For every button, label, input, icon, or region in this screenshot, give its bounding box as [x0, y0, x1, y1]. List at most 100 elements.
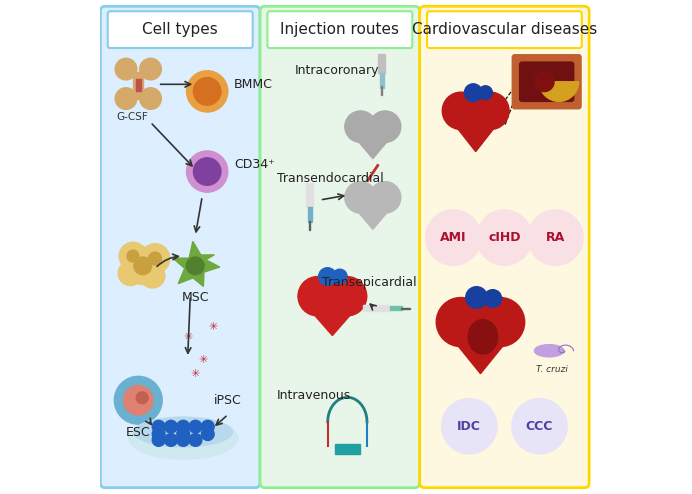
Text: ✳: ✳	[190, 370, 200, 379]
Text: IDC: IDC	[457, 420, 481, 433]
Text: BMMC: BMMC	[234, 78, 273, 90]
Circle shape	[479, 86, 493, 99]
Bar	[136, 79, 140, 91]
Text: Cell types: Cell types	[143, 22, 218, 37]
Circle shape	[140, 244, 170, 273]
Circle shape	[165, 420, 177, 433]
Circle shape	[442, 399, 496, 453]
Circle shape	[115, 88, 137, 109]
Polygon shape	[439, 322, 522, 373]
Circle shape	[140, 88, 161, 109]
FancyBboxPatch shape	[427, 11, 582, 48]
Bar	[134, 72, 143, 98]
Circle shape	[187, 151, 228, 192]
Circle shape	[177, 420, 190, 433]
Polygon shape	[346, 126, 400, 159]
Bar	[390, 306, 402, 310]
Polygon shape	[298, 296, 367, 335]
Circle shape	[140, 58, 161, 80]
Circle shape	[464, 84, 482, 101]
Circle shape	[345, 111, 376, 142]
Circle shape	[466, 287, 487, 308]
Ellipse shape	[134, 417, 233, 447]
Bar	[308, 207, 312, 222]
Wedge shape	[539, 82, 579, 101]
Text: Injection routes: Injection routes	[280, 22, 399, 37]
Circle shape	[134, 257, 152, 275]
Circle shape	[177, 434, 190, 447]
Circle shape	[189, 420, 202, 433]
Circle shape	[194, 158, 221, 185]
Text: MSC: MSC	[181, 291, 209, 304]
Circle shape	[529, 210, 583, 265]
Text: T. cruzi: T. cruzi	[536, 366, 567, 374]
Circle shape	[115, 377, 162, 424]
Circle shape	[152, 420, 165, 433]
Polygon shape	[444, 111, 508, 152]
Circle shape	[140, 263, 165, 288]
Circle shape	[118, 261, 143, 286]
Text: Intracoronary: Intracoronary	[295, 64, 379, 77]
Text: Cardiovascular diseases: Cardiovascular diseases	[412, 22, 597, 37]
Ellipse shape	[534, 72, 554, 91]
Circle shape	[186, 257, 204, 275]
Circle shape	[152, 434, 165, 447]
FancyBboxPatch shape	[108, 11, 253, 48]
Circle shape	[298, 277, 337, 316]
Circle shape	[201, 428, 214, 441]
Circle shape	[332, 269, 347, 284]
Text: Intravenous: Intravenous	[277, 389, 351, 402]
Circle shape	[475, 297, 525, 347]
Circle shape	[472, 92, 509, 129]
Bar	[309, 221, 311, 230]
FancyBboxPatch shape	[419, 6, 589, 488]
Circle shape	[136, 392, 148, 404]
Polygon shape	[173, 242, 220, 287]
Circle shape	[484, 289, 502, 307]
Bar	[401, 308, 410, 309]
Circle shape	[426, 210, 480, 265]
Text: ESC: ESC	[126, 426, 151, 439]
Circle shape	[327, 277, 367, 316]
Circle shape	[477, 210, 531, 265]
Circle shape	[177, 428, 190, 441]
Circle shape	[124, 247, 161, 285]
Text: ✳: ✳	[208, 322, 218, 332]
Circle shape	[115, 58, 137, 80]
Text: RA: RA	[546, 231, 565, 244]
Bar	[307, 183, 313, 207]
Text: Transepicardial: Transepicardial	[322, 276, 417, 289]
Circle shape	[152, 428, 165, 441]
Bar	[335, 444, 360, 454]
Circle shape	[165, 434, 177, 447]
Text: Transendocardial: Transendocardial	[277, 172, 383, 185]
Circle shape	[119, 242, 147, 270]
Text: ✳: ✳	[183, 331, 192, 341]
Circle shape	[513, 399, 567, 453]
Circle shape	[436, 297, 485, 347]
Bar	[363, 305, 390, 311]
Circle shape	[124, 385, 153, 415]
Circle shape	[149, 252, 161, 265]
Text: ✳: ✳	[198, 355, 208, 365]
FancyBboxPatch shape	[512, 55, 581, 109]
Circle shape	[201, 420, 214, 433]
Bar	[381, 85, 382, 95]
Circle shape	[189, 434, 202, 447]
FancyBboxPatch shape	[267, 11, 412, 48]
Bar	[380, 73, 384, 88]
Text: cIHD: cIHD	[488, 231, 520, 244]
FancyBboxPatch shape	[100, 6, 260, 488]
Text: CCC: CCC	[526, 420, 553, 433]
Circle shape	[370, 182, 401, 213]
Circle shape	[194, 78, 221, 105]
Polygon shape	[346, 198, 400, 229]
FancyBboxPatch shape	[520, 62, 574, 101]
Text: AMI: AMI	[440, 231, 466, 244]
Ellipse shape	[468, 320, 498, 354]
Circle shape	[370, 111, 401, 142]
Ellipse shape	[129, 417, 237, 459]
Text: CD34⁺: CD34⁺	[234, 158, 275, 171]
Text: G-CSF: G-CSF	[116, 112, 148, 123]
Circle shape	[127, 250, 139, 262]
